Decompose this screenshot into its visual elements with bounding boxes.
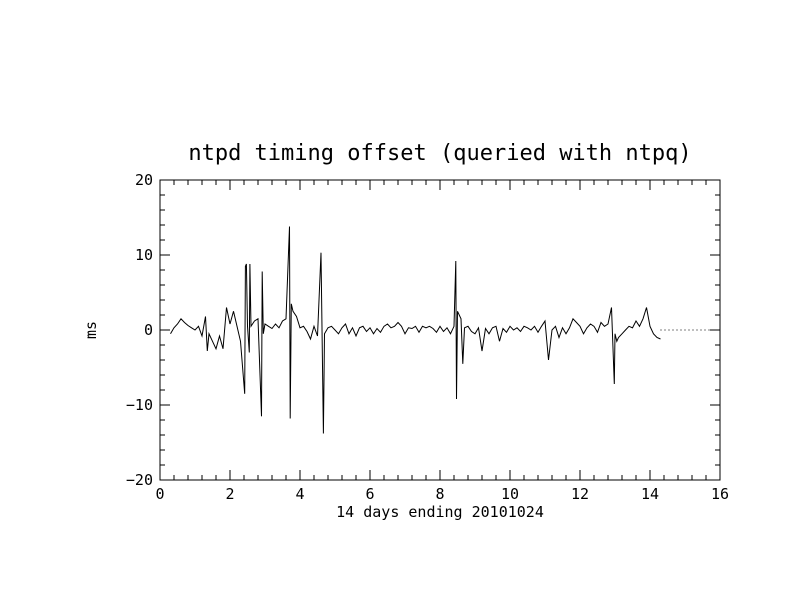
x-axis-ticks [159,180,721,480]
y-axis-ticks [160,179,720,481]
y-tick-label: 0 [144,321,153,339]
x-tick-label: 10 [501,485,519,503]
y-axis-label: ms [82,321,100,339]
y-axis-tick-labels: −20 −10 0 10 20 [126,171,153,489]
y-tick-label: 20 [135,171,153,189]
x-axis-tick-labels: 0 2 4 6 8 10 12 14 16 [155,485,729,503]
x-tick-label: 6 [365,485,374,503]
x-tick-label: 16 [711,485,729,503]
y-tick-label: −20 [126,471,153,489]
x-tick-label: 8 [435,485,444,503]
y-tick-label: 10 [135,246,153,264]
x-tick-label: 2 [225,485,234,503]
x-tick-label: 14 [641,485,659,503]
y-tick-label: −10 [126,396,153,414]
x-tick-label: 0 [155,485,164,503]
x-tick-label: 12 [571,485,589,503]
plot-frame [159,179,721,481]
series-line [170,226,661,434]
chart-title: ntpd timing offset (queried with ntpq) [188,141,691,166]
x-axis-label: 14 days ending 20101024 [336,503,544,521]
x-tick-label: 4 [295,485,304,503]
